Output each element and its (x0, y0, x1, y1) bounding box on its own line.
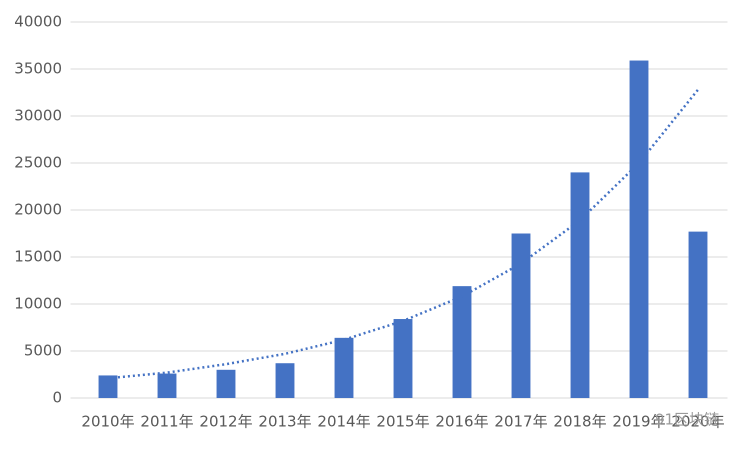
bar (157, 373, 177, 398)
x-tick-label: 2011年 (140, 413, 193, 431)
bar (275, 363, 295, 398)
bar (629, 60, 649, 398)
x-tick-label: 2019年 (612, 413, 665, 431)
trendline (107, 88, 699, 380)
bar (334, 337, 354, 398)
x-tick-label: 2017年 (494, 413, 547, 431)
bar (452, 286, 472, 398)
bar (393, 319, 413, 398)
x-tick-label: 2012年 (199, 413, 252, 431)
bar (216, 369, 236, 398)
x-tick-label: 2015年 (376, 413, 429, 431)
x-tick-label: 2010年 (81, 413, 134, 431)
x-tick-label: 2013年 (258, 413, 311, 431)
y-tick-label: 0 (52, 389, 62, 407)
y-tick-label: 15000 (14, 248, 62, 266)
x-tick-label: 2014年 (317, 413, 370, 431)
watermark: 91区块链 (655, 411, 719, 429)
x-tick-label: 2016年 (435, 413, 488, 431)
y-tick-label: 5000 (24, 342, 62, 360)
bar (511, 233, 531, 398)
bar (98, 375, 118, 398)
x-tick-label: 2018年 (553, 413, 606, 431)
bar (570, 172, 590, 398)
y-tick-label: 30000 (14, 107, 62, 125)
bar (688, 231, 708, 398)
y-tick-label: 40000 (14, 13, 62, 31)
x-tick-label: 2020年 (671, 413, 724, 431)
y-tick-label: 35000 (14, 60, 62, 78)
y-tick-label: 20000 (14, 201, 62, 219)
y-tick-label: 10000 (14, 295, 62, 313)
y-tick-label: 25000 (14, 154, 62, 172)
